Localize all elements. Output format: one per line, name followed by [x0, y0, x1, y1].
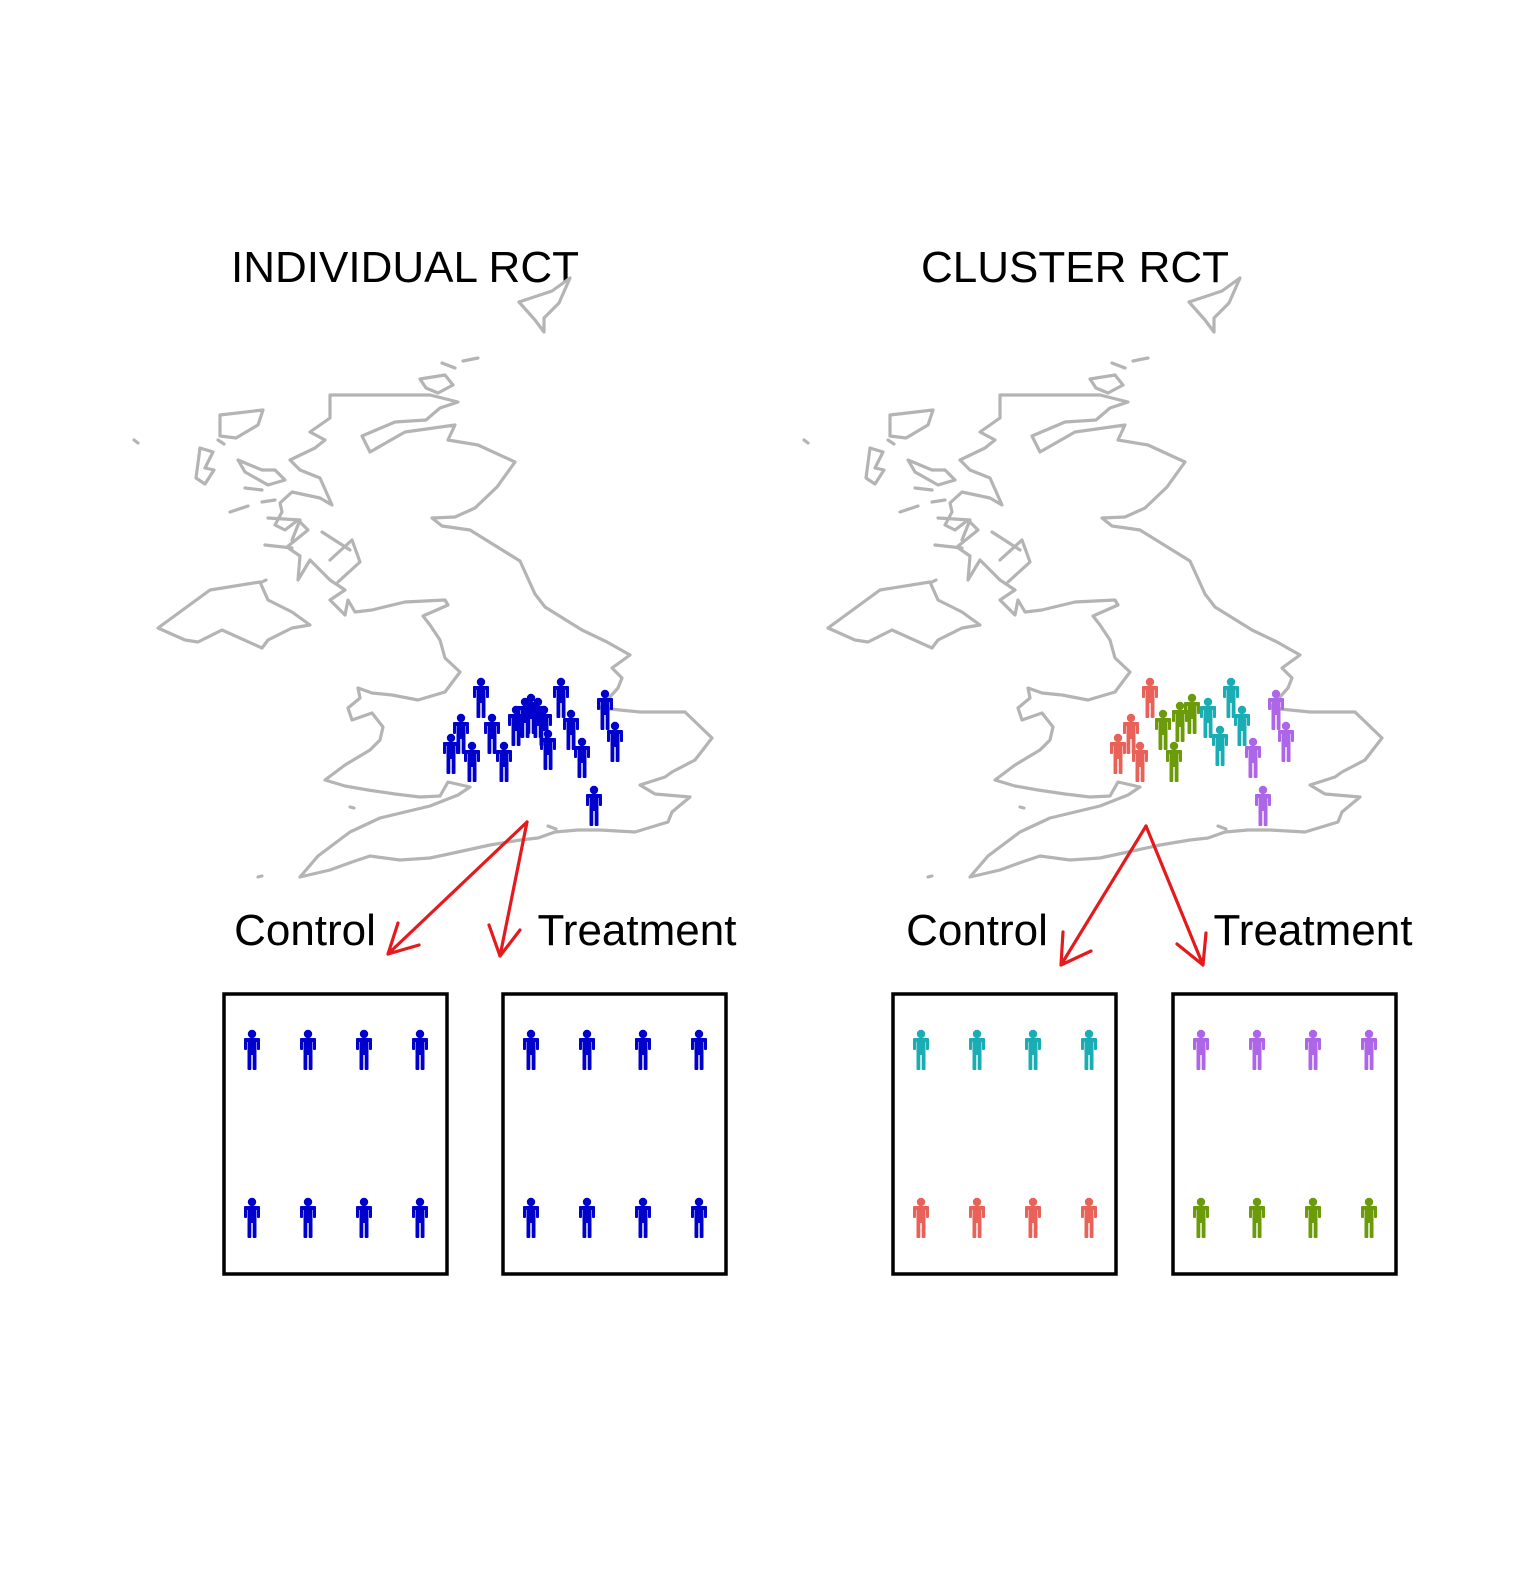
person-icon	[464, 741, 480, 782]
map-people-individual	[443, 677, 623, 826]
person-icon	[691, 1197, 707, 1238]
person-icon	[1305, 1197, 1321, 1238]
person-icon	[1025, 1029, 1041, 1070]
person-icon	[691, 1029, 707, 1070]
person-icon	[356, 1197, 372, 1238]
person-icon	[244, 1029, 260, 1070]
person-icon	[523, 1029, 539, 1070]
person-icon	[1110, 733, 1126, 774]
person-icon	[1142, 677, 1158, 718]
arrow-to-treatment-individual	[487, 820, 529, 958]
person-icon	[586, 785, 602, 826]
treatment-box-cluster	[1171, 992, 1398, 1276]
person-icon	[579, 1029, 595, 1070]
treatment-label-individual: Treatment	[538, 906, 737, 955]
person-icon	[1200, 697, 1216, 738]
panel-cluster: CLUSTER RCT Control Treatment	[802, 243, 1413, 1276]
person-icon	[635, 1029, 651, 1070]
person-icon	[1212, 725, 1228, 766]
person-icon	[1193, 1197, 1209, 1238]
person-icon	[579, 1197, 595, 1238]
panel-title-individual: INDIVIDUAL RCT	[231, 243, 579, 292]
person-icon	[244, 1197, 260, 1238]
person-icon	[300, 1029, 316, 1070]
uk-map-individual	[132, 276, 714, 879]
person-icon	[1245, 737, 1261, 778]
person-icon	[574, 737, 590, 778]
person-icon	[1166, 741, 1182, 782]
control-box-cluster	[891, 992, 1118, 1276]
allocation-arrows-cluster	[1059, 824, 1208, 967]
person-icon	[412, 1197, 428, 1238]
person-icon	[1025, 1197, 1041, 1238]
person-icon	[1155, 709, 1171, 750]
panel-individual: INDIVIDUAL RCT Control Treatment	[132, 243, 737, 1276]
person-icon	[913, 1197, 929, 1238]
uk-map-cluster	[802, 276, 1384, 879]
treatment-label-cluster: Treatment	[1214, 906, 1413, 955]
person-icon	[1361, 1029, 1377, 1070]
control-label-individual: Control	[234, 906, 376, 955]
person-icon	[969, 1197, 985, 1238]
person-icon	[1234, 705, 1250, 746]
person-icon	[1081, 1197, 1097, 1238]
person-icon	[1184, 693, 1200, 734]
person-icon	[473, 677, 489, 718]
person-icon	[553, 677, 569, 718]
person-icon	[300, 1197, 316, 1238]
person-icon	[1255, 785, 1271, 826]
person-icon	[913, 1029, 929, 1070]
person-icon	[1223, 677, 1239, 718]
person-icon	[412, 1029, 428, 1070]
control-label-cluster: Control	[906, 906, 1048, 955]
person-icon	[1249, 1029, 1265, 1070]
person-icon	[356, 1029, 372, 1070]
arrow-to-control-cluster	[1059, 824, 1148, 967]
person-icon	[1249, 1197, 1265, 1238]
control-box-individual	[222, 992, 449, 1276]
box-people-cluster	[913, 1029, 1377, 1238]
panel-title-cluster: CLUSTER RCT	[921, 243, 1229, 292]
person-icon	[1305, 1029, 1321, 1070]
person-icon	[484, 713, 500, 754]
map-people-cluster	[1110, 677, 1294, 826]
box-people-individual	[244, 1029, 707, 1238]
person-icon	[635, 1197, 651, 1238]
arrow-to-control-individual	[386, 820, 529, 956]
person-icon	[496, 741, 512, 782]
person-icon	[969, 1029, 985, 1070]
treatment-box-individual	[501, 992, 728, 1276]
person-icon	[1193, 1029, 1209, 1070]
allocation-arrows-individual	[386, 820, 529, 958]
person-icon	[523, 1197, 539, 1238]
arrow-to-treatment-cluster	[1144, 824, 1208, 967]
person-icon	[1361, 1197, 1377, 1238]
person-icon	[1081, 1029, 1097, 1070]
